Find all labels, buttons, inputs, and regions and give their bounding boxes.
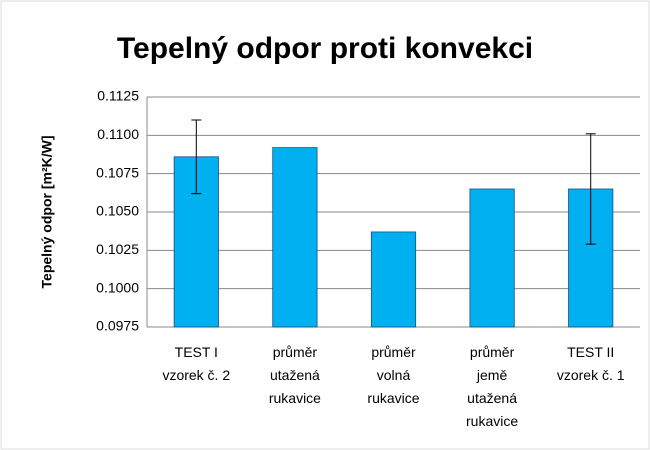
y-tick-label: 0.1100 [97,126,139,142]
x-tick-label: TEST I vzorek č. 2 [162,344,230,383]
x-tick-label: průměr utažená rukavice [269,344,321,406]
x-tick-label-line: rukavice [367,390,419,406]
x-tick-label-line: průměr [371,344,416,360]
x-tick-label-line: vzorek č. 2 [162,367,230,383]
x-tick-label: TEST II vzorek č. 1 [557,344,625,383]
x-tick-label-line: vzorek č. 1 [557,367,625,383]
chart-title: Tepelný odpor proti konvekci [117,32,533,65]
x-tick-label-line: TEST I [175,344,218,360]
y-tick-label: 0.1025 [96,241,139,257]
bar [272,147,318,328]
x-tick-label-line: TEST II [567,344,614,360]
x-tick-label-line: jemě [476,367,508,383]
y-tick-label: 0.1000 [96,279,139,295]
bar [370,231,417,328]
bar [469,188,515,328]
y-tick-label: 0.0975 [96,318,139,334]
y-tick-label: 0.1050 [96,203,139,219]
x-tick-label-line: průměr [273,344,318,360]
y-axis-label: Tepelný odpor [m²K/W] [39,136,55,289]
x-tick-label-line: utažená [467,390,517,406]
x-tick-label: průměr volná rukavice [367,344,419,406]
x-tick-label-line: rukavice [466,413,518,429]
x-tick-label-line: průměr [470,344,515,360]
x-tick-label-line: utažená [270,367,320,383]
y-tick-label: 0.1075 [96,164,139,180]
x-tick-label-line: volná [377,367,411,383]
y-tick-label: 0.1125 [97,88,139,104]
x-tick-label: průměr jemě utažená rukavice [466,344,518,429]
x-tick-label-line: rukavice [269,390,321,406]
